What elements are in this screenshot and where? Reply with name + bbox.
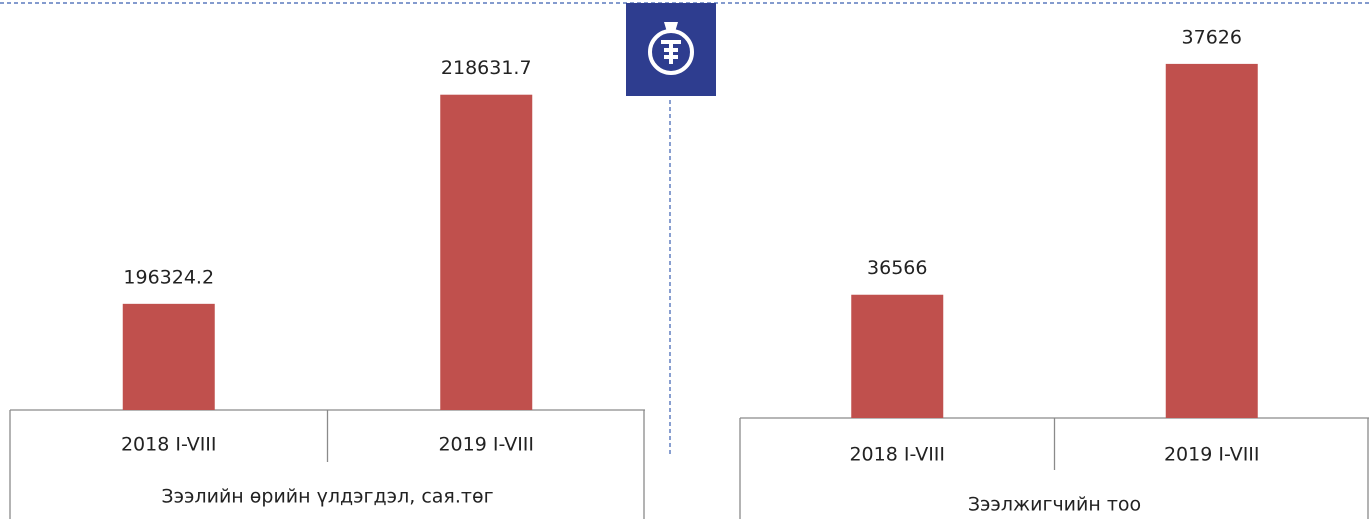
- bar: [440, 94, 533, 410]
- value-label: 37626: [1182, 26, 1242, 48]
- x-tick-label: 2019 I-VIII: [1164, 444, 1260, 466]
- x-tick-label: 2019 I-VIII: [438, 434, 534, 456]
- axis-title: Зээлжигчийн тоо: [968, 494, 1141, 516]
- axis-title: Зээлийн өрийн үлдэгдэл, сая.төг: [161, 486, 493, 508]
- bar: [851, 294, 944, 418]
- bar: [1165, 63, 1258, 418]
- logo: [626, 3, 716, 96]
- x-tick-label: 2018 I-VIII: [849, 444, 945, 466]
- value-label: 218631.7: [441, 57, 532, 79]
- value-label: 196324.2: [123, 266, 214, 288]
- value-label: 36566: [867, 257, 927, 279]
- bar: [122, 303, 215, 410]
- x-tick-label: 2018 I-VIII: [121, 434, 217, 456]
